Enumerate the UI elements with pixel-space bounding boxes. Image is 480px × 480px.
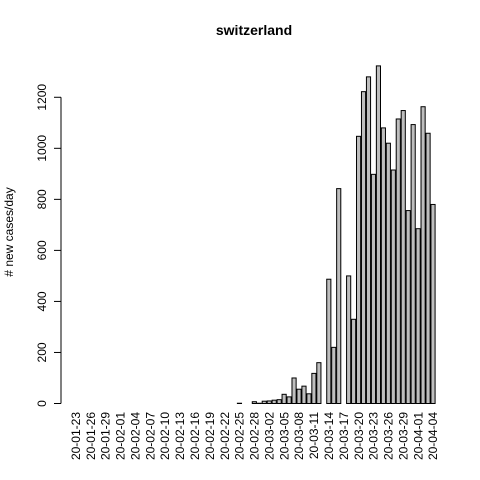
- x-tick-label: 20-03-02: [262, 412, 276, 460]
- bars-group: [236, 65, 436, 405]
- x-tick-label: 20-04-04: [426, 412, 440, 460]
- y-tick-label: 0: [35, 400, 49, 407]
- bar-20-03-11: [311, 372, 317, 405]
- bar-20-03-10: [306, 393, 312, 404]
- bar-20-04-04: [430, 203, 436, 404]
- x-tick-label: 20-02-22: [218, 412, 232, 460]
- bar-20-03-29: [400, 110, 406, 405]
- bar-20-03-28: [395, 118, 401, 404]
- bar-20-03-21: [360, 91, 367, 404]
- bar-20-03-25: [380, 127, 386, 405]
- y-tick-label: 1200: [35, 84, 49, 111]
- bar-20-03-16: [336, 188, 342, 404]
- x-tick-label: 20-03-11: [307, 412, 321, 459]
- bar-20-03-31: [410, 124, 416, 405]
- x-tick-label: 20-02-07: [143, 412, 157, 460]
- chart-title: switzerland: [216, 22, 292, 38]
- x-tick-label: 20-02-16: [188, 412, 202, 460]
- bar-20-03-26: [385, 142, 391, 405]
- bar-20-03-18: [346, 275, 352, 404]
- y-tick-label: 1000: [35, 135, 49, 162]
- x-tick-label: 20-02-19: [203, 412, 217, 460]
- bar-20-03-12: [316, 362, 322, 405]
- bar-20-03-24: [375, 65, 381, 404]
- y-tick-label: 200: [35, 342, 49, 362]
- bar-20-04-01: [415, 228, 421, 404]
- bar-20-03-23: [370, 173, 377, 404]
- y-tick-label: 400: [35, 291, 49, 311]
- bar-20-03-08: [296, 388, 302, 404]
- x-tick-label: 20-04-01: [411, 412, 425, 460]
- x-axis: 20-01-23 20-01-26 20-01-29 20-02-01 20-02-04…: [69, 412, 440, 460]
- x-tick-label: 20-02-01: [114, 412, 128, 460]
- y-tick-label: 600: [35, 240, 49, 260]
- x-tick-label: 20-02-10: [158, 412, 172, 460]
- x-tick-label: 20-01-29: [99, 412, 113, 460]
- bar-20-03-03: [271, 399, 277, 404]
- x-tick-label: 20-03-17: [337, 412, 351, 460]
- x-tick-label: 20-03-05: [277, 412, 291, 460]
- bar-20-03-04: [276, 399, 282, 405]
- bar-20-02-28: [251, 401, 257, 404]
- x-tick-label: 20-03-08: [292, 412, 306, 460]
- bar-20-03-05: [281, 393, 287, 404]
- bar-20-03-22: [365, 76, 372, 405]
- x-tick-label: 20-03-20: [352, 412, 366, 460]
- bar-20-03-09: [301, 385, 307, 404]
- bar-20-03-14: [326, 278, 332, 404]
- bar-20-04-03: [425, 132, 431, 404]
- bar-20-03-27: [390, 169, 396, 404]
- y-axis-label: # new cases/day: [2, 187, 16, 276]
- bar-20-03-02: [266, 400, 272, 405]
- x-tick-label: 20-01-23: [69, 412, 83, 460]
- x-tick-label: 20-03-26: [382, 412, 396, 460]
- bar-20-03-15: [331, 346, 337, 404]
- y-tick-label: 800: [35, 189, 49, 209]
- x-tick-label: 20-03-14: [322, 412, 336, 460]
- x-tick-label: 20-03-29: [396, 412, 410, 460]
- bar-20-03-07: [291, 377, 297, 405]
- bar-20-03-19: [351, 318, 357, 405]
- x-tick-label: 20-02-28: [248, 412, 262, 460]
- x-tick-label: 20-03-23: [367, 412, 381, 460]
- x-tick-label: 20-01-26: [84, 412, 98, 460]
- y-axis: 0 200 400 600 800 1000 1200: [35, 84, 62, 407]
- bar-20-03-20: [356, 135, 362, 404]
- bar-20-03-30: [405, 210, 411, 404]
- x-tick-label: 20-02-25: [233, 412, 247, 460]
- bar-20-04-02: [420, 106, 426, 404]
- x-tick-label: 20-02-04: [128, 412, 142, 460]
- bar-20-03-06: [286, 396, 292, 404]
- bar-20-03-01: [261, 400, 267, 405]
- x-tick-label: 20-02-13: [173, 412, 187, 460]
